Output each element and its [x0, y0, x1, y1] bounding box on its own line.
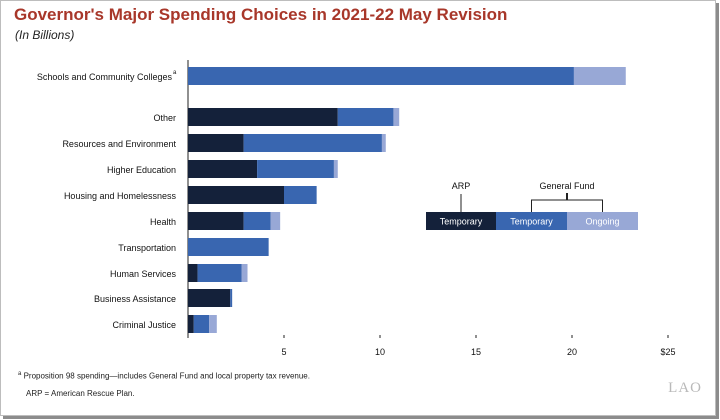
- footnote-a-text: Proposition 98 spending—includes General…: [23, 371, 310, 381]
- bar-transportation-general-fund-temporary: [188, 238, 269, 256]
- footnote-arp: ARP = American Rescue Plan.: [26, 389, 135, 398]
- legend-label-general-fund-temporary: Temporary: [510, 217, 553, 227]
- category-superscript: a: [173, 70, 177, 76]
- x-tick-label: 20: [567, 347, 577, 357]
- chart-title: Governor's Major Spending Choices in 202…: [14, 5, 508, 24]
- footnote-a: a Proposition 98 spending—includes Gener…: [18, 371, 310, 381]
- legend-swatch-arp-temporary: [426, 212, 496, 230]
- bar-resources-and-environment-general-fund-ongoing: [381, 134, 386, 152]
- legend-gf-bracket: [531, 199, 603, 212]
- bar-human-services-general-fund-ongoing: [241, 264, 248, 282]
- bar-other-general-fund-ongoing: [393, 108, 400, 126]
- bar-business-assistance-arp-temporary: [188, 289, 231, 307]
- category-label-schools-and-community-colleges: Schools and Community Colleges: [37, 72, 173, 82]
- legend-header-general-fund: General Fund: [539, 181, 594, 191]
- legend-swatch-general-fund-ongoing: [567, 212, 638, 230]
- bar-health-general-fund-temporary: [243, 212, 271, 230]
- bar-human-services-arp-temporary: [188, 264, 198, 282]
- bar-criminal-justice-general-fund-ongoing: [209, 315, 217, 333]
- legend-header-arp: ARP: [452, 181, 471, 191]
- bar-higher-education-general-fund-temporary: [257, 160, 334, 178]
- lao-logo: LAO: [668, 380, 702, 396]
- category-label-resources-and-environment: Resources and Environment: [62, 139, 176, 149]
- category-label-human-services: Human Services: [110, 269, 177, 279]
- x-tick-label: 5: [281, 347, 286, 357]
- bar-business-assistance-general-fund-temporary: [230, 289, 233, 307]
- category-label-criminal-justice: Criminal Justice: [112, 320, 176, 330]
- bar-health-arp-temporary: [188, 212, 244, 230]
- category-label-housing-and-homelessness: Housing and Homelessness: [64, 191, 177, 201]
- category-label-other: Other: [153, 113, 176, 123]
- category-label-transportation: Transportation: [118, 243, 176, 253]
- bar-housing-and-homelessness-general-fund-temporary: [284, 186, 317, 204]
- legend-swatch-general-fund-temporary: [496, 212, 567, 230]
- legend-label-arp-temporary: Temporary: [440, 217, 483, 227]
- bar-resources-and-environment-arp-temporary: [188, 134, 244, 152]
- bar-higher-education-arp-temporary: [188, 160, 258, 178]
- bar-human-services-general-fund-temporary: [197, 264, 242, 282]
- bar-schools-and-community-colleges-general-fund-ongoing: [573, 67, 626, 85]
- category-label-health: Health: [150, 217, 176, 227]
- bar-other-general-fund-temporary: [337, 108, 394, 126]
- bar-criminal-justice-general-fund-temporary: [193, 315, 210, 333]
- bar-housing-and-homelessness-arp-temporary: [188, 186, 284, 204]
- bar-criminal-justice-arp-temporary: [188, 315, 194, 333]
- category-label-business-assistance: Business Assistance: [94, 294, 176, 304]
- x-tick-label: $25: [660, 347, 675, 357]
- legend-label-general-fund-ongoing: Ongoing: [585, 217, 619, 227]
- bar-health-general-fund-ongoing: [270, 212, 281, 230]
- bar-resources-and-environment-general-fund-temporary: [243, 134, 382, 152]
- chart-subtitle: (In Billions): [15, 28, 75, 42]
- bar-schools-and-community-colleges-general-fund-temporary: [188, 67, 574, 85]
- x-tick-label: 10: [375, 347, 385, 357]
- x-tick-label: 15: [471, 347, 481, 357]
- bar-other-arp-temporary: [188, 108, 338, 126]
- bar-higher-education-general-fund-ongoing: [333, 160, 338, 178]
- category-label-higher-education: Higher Education: [107, 165, 176, 175]
- footnote-marker: a: [18, 371, 22, 377]
